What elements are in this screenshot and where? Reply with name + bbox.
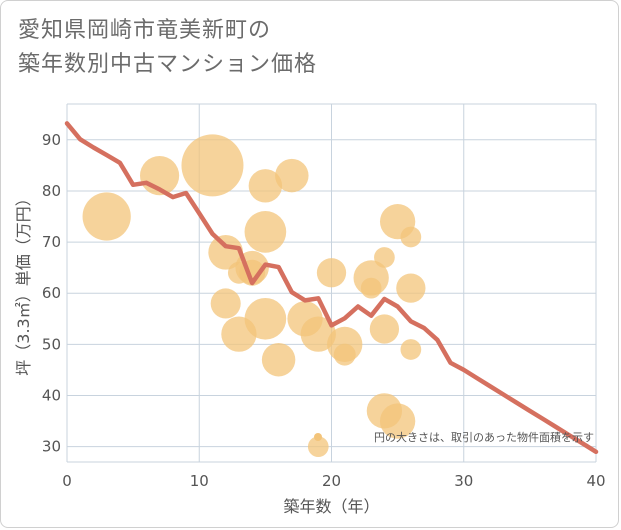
bubble-point xyxy=(400,226,422,248)
bubble-point xyxy=(360,277,382,299)
x-tick-label: 0 xyxy=(62,472,72,490)
x-tick-label: 40 xyxy=(586,472,605,490)
y-tick-label: 90 xyxy=(42,131,61,149)
x-tick-label: 10 xyxy=(190,472,209,490)
y-tick-label: 70 xyxy=(42,233,61,251)
bubble-point xyxy=(333,343,356,366)
bubble-point xyxy=(307,436,329,458)
size-legend-text: 円の大きさは、取引のあった物件面積を示す xyxy=(374,430,594,444)
bubble-point xyxy=(181,134,244,197)
bubble-point xyxy=(300,316,336,352)
bubble-point xyxy=(316,258,347,288)
y-tick-label: 50 xyxy=(42,335,61,353)
y-axis-label: 坪（3.3㎡）単価（万円） xyxy=(14,190,33,375)
bubble-point xyxy=(208,234,244,270)
y-tick-label: 30 xyxy=(42,438,61,456)
grid-lines xyxy=(66,103,597,463)
x-tick-label: 30 xyxy=(454,472,473,490)
size-legend-dot xyxy=(314,433,322,441)
chart-title: 愛知県岡崎市竜美新町の 築年数別中古マンション価格 xyxy=(18,14,578,82)
bubble-point xyxy=(210,288,241,319)
axis-ticks: 30 40 50 60 70 80 90 0 10 20 30 40 xyxy=(42,131,606,490)
y-tick-label: 40 xyxy=(42,387,61,405)
x-axis-label: 築年数（年） xyxy=(283,497,379,516)
trend-line-series xyxy=(64,121,599,455)
title-line-2: 築年数別中古マンション価格 xyxy=(18,52,318,77)
y-tick-label: 80 xyxy=(42,182,61,200)
bubble-point xyxy=(396,273,426,303)
bubble-point xyxy=(400,339,422,360)
title-line-1: 愛知県岡崎市竜美新町の xyxy=(18,18,272,43)
bubble-point xyxy=(248,169,283,203)
bubble-series xyxy=(82,134,426,458)
x-tick-label: 20 xyxy=(322,472,341,490)
bubble-point xyxy=(379,403,416,439)
bubble-point xyxy=(244,211,287,253)
bubble-point xyxy=(261,342,296,377)
bubble-point xyxy=(275,158,309,193)
bubble-point xyxy=(82,192,131,241)
bubble-point xyxy=(369,314,400,344)
bubble-point xyxy=(374,247,395,268)
y-tick-label: 60 xyxy=(42,284,61,302)
trend-line xyxy=(64,121,599,455)
bubble-point xyxy=(244,297,287,340)
size-legend-note: 円の大きさは、取引のあった物件面積を示す xyxy=(314,430,594,444)
